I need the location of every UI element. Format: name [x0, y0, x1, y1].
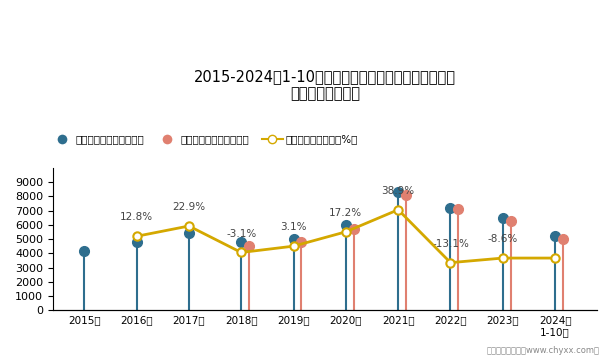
Text: 制图：智研咨询（www.chyxx.com）: 制图：智研咨询（www.chyxx.com）: [487, 346, 600, 355]
Text: 38.9%: 38.9%: [382, 186, 415, 196]
Text: -13.1%: -13.1%: [432, 239, 469, 249]
Text: -3.1%: -3.1%: [226, 229, 256, 239]
Text: 22.9%: 22.9%: [173, 202, 206, 212]
Text: 17.2%: 17.2%: [329, 208, 362, 218]
Title: 2015-2024年1-10月计算机、通信和其他电子设备制造
业企业利润统计图: 2015-2024年1-10月计算机、通信和其他电子设备制造 业企业利润统计图: [194, 69, 456, 101]
Text: 3.1%: 3.1%: [280, 222, 307, 232]
Text: 12.8%: 12.8%: [120, 213, 153, 222]
Legend: 利润总额累计值（亿元）, 营业利润累计值（亿元）, 利润总额累计增长（%）: 利润总额累计值（亿元）, 营业利润累计值（亿元）, 利润总额累计增长（%）: [47, 130, 362, 149]
Text: -8.6%: -8.6%: [488, 234, 518, 244]
